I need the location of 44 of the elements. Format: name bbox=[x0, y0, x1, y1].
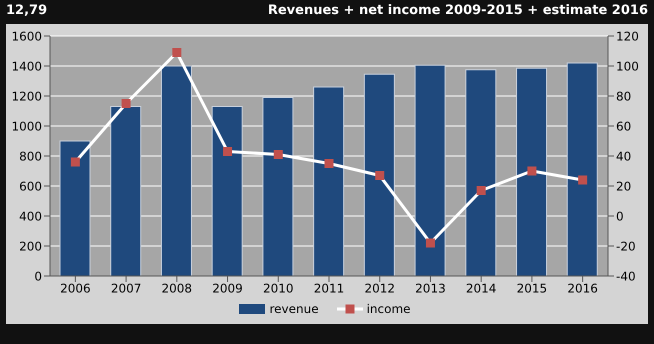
bar bbox=[60, 140, 90, 276]
y-tick-label: 200 bbox=[19, 239, 42, 254]
bar bbox=[465, 69, 496, 276]
x-tick-label: 2015 bbox=[516, 282, 548, 296]
bar bbox=[262, 97, 294, 276]
y2-tick-label: -20 bbox=[616, 239, 636, 254]
y-tick-label: 1400 bbox=[11, 59, 42, 74]
x-tick-label: 2016 bbox=[567, 282, 598, 296]
bar bbox=[516, 68, 548, 276]
y2-tick-label: 120 bbox=[616, 29, 639, 44]
x-tick-label: 2006 bbox=[60, 282, 91, 296]
y-tick-label: 0 bbox=[34, 269, 42, 284]
text: 12,79 bbox=[6, 3, 48, 18]
y-tick-label: 1600 bbox=[11, 29, 42, 44]
x-tick-label: 2008 bbox=[162, 282, 192, 296]
bar bbox=[160, 66, 192, 276]
x-tick-label: 2012 bbox=[364, 282, 395, 296]
x-tick-label: 2011 bbox=[314, 282, 344, 296]
y2-tick-label: 0 bbox=[616, 209, 624, 224]
bar bbox=[313, 86, 344, 276]
chart-title: Revenues + net income 2009-2015 + estimate 2016 bbox=[268, 3, 648, 18]
y2-tick-label: 80 bbox=[616, 89, 632, 104]
y-tick-label: 800 bbox=[19, 149, 42, 164]
y2-tick-label: 100 bbox=[616, 59, 639, 74]
legend-label: revenue bbox=[269, 302, 319, 316]
y-tick-label: 600 bbox=[19, 179, 42, 194]
y2-tick-label: 20 bbox=[616, 179, 632, 194]
bar bbox=[414, 64, 446, 276]
x-tick-label: 2010 bbox=[263, 282, 294, 296]
bar bbox=[110, 106, 142, 276]
bar bbox=[364, 74, 395, 276]
bar bbox=[212, 106, 243, 276]
bar bbox=[566, 62, 598, 276]
y2-tick-label: 40 bbox=[616, 149, 632, 164]
x-tick-label: 2009 bbox=[212, 282, 243, 296]
x-tick-label: 2007 bbox=[110, 282, 142, 296]
y-tick-label: 400 bbox=[19, 209, 42, 224]
y-tick-label: 1200 bbox=[11, 89, 42, 104]
y2-tick-label: 60 bbox=[616, 119, 632, 134]
x-tick-label: 2013 bbox=[415, 282, 446, 296]
legend-label: income bbox=[366, 302, 411, 316]
y2-tick-label: -40 bbox=[616, 269, 636, 284]
x-tick-label: 2014 bbox=[466, 282, 496, 296]
y-tick-label: 1000 bbox=[11, 119, 42, 134]
